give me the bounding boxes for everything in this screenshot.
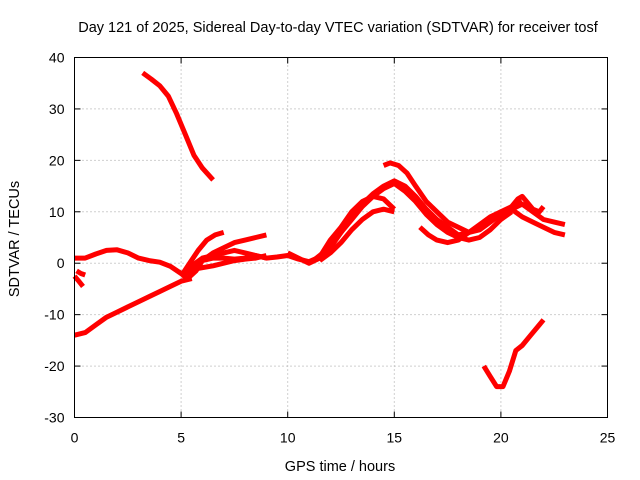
y-tick-label: 0 — [57, 255, 65, 271]
series-arc-1 — [74, 193, 397, 282]
x-axis-label: GPS time / hours — [285, 459, 395, 475]
x-tick-label: 25 — [600, 430, 616, 446]
series-arc-2 — [73, 276, 193, 338]
series-arc-5 — [75, 268, 87, 278]
grid-lines — [74, 57, 608, 418]
y-axis-label: SDTVAR / TECUs — [7, 181, 23, 297]
y-tick-label: 40 — [49, 50, 65, 66]
x-tick-label: 20 — [493, 430, 509, 446]
y-tick-label: 20 — [49, 152, 65, 168]
x-tick-label: 15 — [387, 430, 403, 446]
y-tick-label: 30 — [49, 101, 65, 117]
x-tick-label: 0 — [71, 430, 79, 446]
series-layer — [72, 70, 566, 390]
y-tick-label: 10 — [49, 204, 65, 220]
series-arc-11 — [311, 181, 514, 263]
y-tick-label: -20 — [44, 358, 64, 374]
series-arc-12 — [318, 206, 395, 263]
x-tick-labels: 0 5 10 15 20 25 — [71, 430, 616, 446]
plot-frame — [74, 57, 608, 418]
series-arc-15 — [481, 318, 546, 390]
y-tick-label: -30 — [44, 410, 64, 426]
series-arc-3 — [141, 70, 215, 182]
series-arc-14 — [418, 206, 566, 246]
x-tick-label: 5 — [177, 430, 185, 446]
series-arc-4 — [72, 274, 85, 288]
y-tick-labels: -30 -20 -10 0 10 20 30 40 — [44, 50, 64, 426]
y-tick-label: -10 — [44, 307, 64, 323]
series-arc-8 — [179, 247, 267, 278]
series-arc-16 — [509, 193, 546, 215]
series-arc-7 — [179, 230, 225, 278]
series-arc-9 — [184, 253, 267, 276]
axis-ticks — [74, 57, 608, 418]
x-tick-label: 10 — [280, 430, 296, 446]
chart-title: Day 121 of 2025, Sidereal Day-to-day VTE… — [78, 20, 598, 36]
